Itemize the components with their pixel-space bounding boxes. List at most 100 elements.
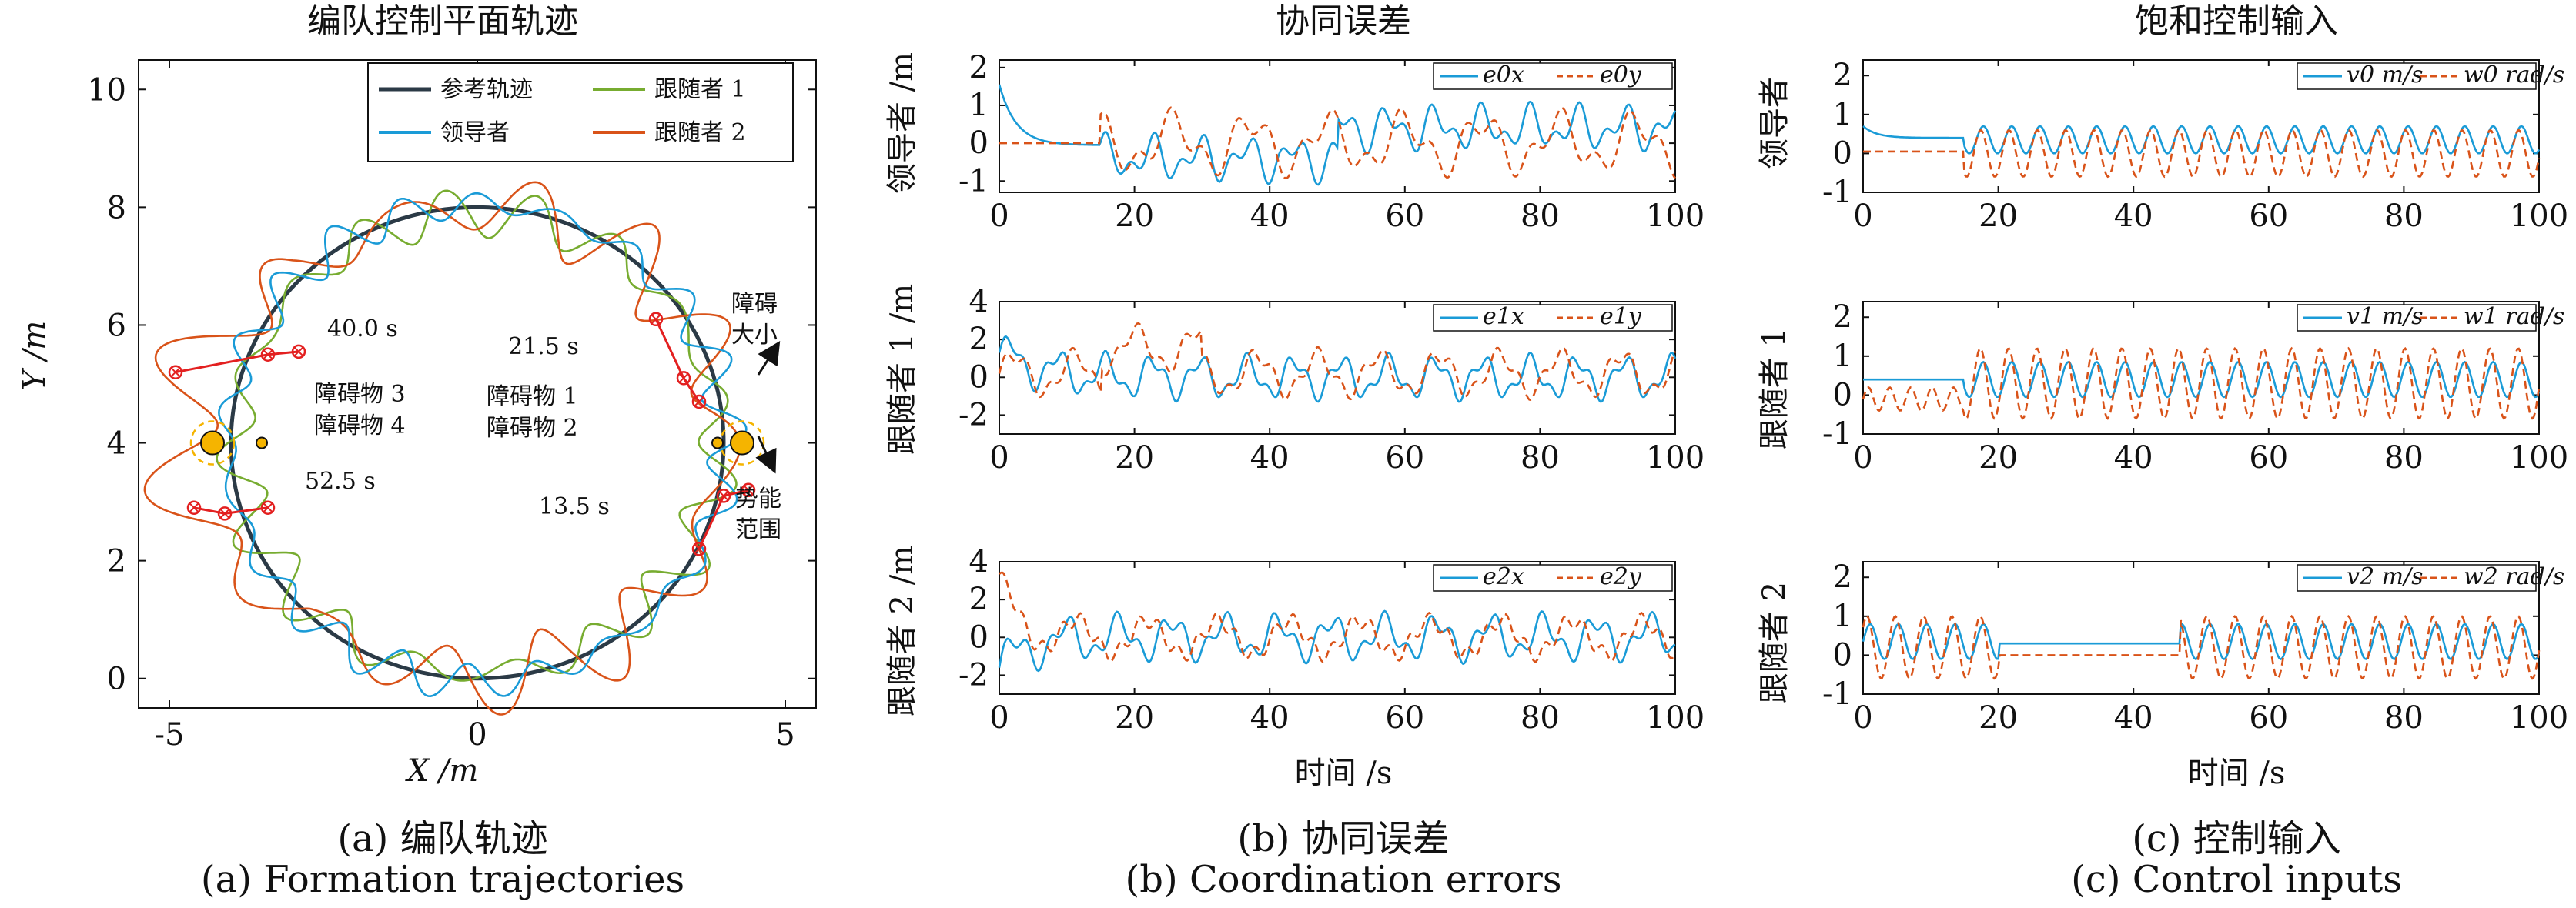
y-tick-label: -2	[958, 657, 989, 693]
x-tick-label: 60	[1385, 199, 1424, 234]
obstacle-marker	[711, 436, 724, 449]
y-tick-label: 4	[969, 284, 989, 319]
x-tick-label: 100	[2510, 700, 2568, 736]
chart-c-panel2-ylabel: 跟随者 1	[1757, 328, 1792, 449]
chart-a-title: 编队控制平面轨迹	[307, 2, 578, 41]
y-tick-label: 2	[1833, 559, 1852, 595]
robot-cross	[294, 347, 303, 356]
chart-b-panel2-ylabel: 跟随者 1 /m	[885, 284, 920, 455]
legend-label-1: v1 m/s	[2347, 303, 2424, 330]
series-line-2	[1862, 614, 2541, 680]
robot-position	[716, 489, 731, 503]
x-tick-label: 40	[1250, 440, 1290, 476]
axes-frame	[1862, 301, 2540, 435]
label-obstacle-size-2: 大小	[731, 322, 778, 349]
label-obstacle-2: 障碍物 2	[487, 415, 578, 442]
label-obstacle-size-1: 障碍	[731, 291, 778, 318]
x-tick-label: 100	[2510, 199, 2568, 234]
robot-position	[691, 542, 707, 556]
x-tick-label: 20	[1115, 199, 1154, 234]
series-line-2	[1862, 346, 2541, 420]
x-tick-label: 20	[1115, 700, 1154, 736]
x-tick-label: 40	[2114, 700, 2153, 736]
y-tick-label-a: 10	[87, 72, 126, 108]
axes-frame	[999, 301, 1676, 435]
axes-frame	[1862, 561, 2540, 695]
robot-cross	[189, 503, 199, 512]
label-obstacle-4: 障碍物 4	[314, 412, 406, 439]
legend-a: 参考轨迹 领导者 跟随者 1 跟随者 2	[367, 62, 794, 162]
x-tick-label: 80	[1521, 440, 1560, 476]
x-tick-label: 0	[1853, 700, 1872, 736]
y-tick-label: 2	[969, 582, 989, 617]
series-line-1	[1863, 360, 2541, 399]
legend-label-2: e0y	[1600, 62, 1642, 88]
caption-c-en: (c) Control inputs	[2071, 858, 2402, 901]
trajectory-plot: -5 0 5 0 2 4 6 8 10	[87, 59, 817, 753]
robot-position	[168, 365, 183, 379]
chart-b-panel1-ylabel: 领导者 /m	[885, 52, 920, 194]
robot-position	[291, 344, 306, 359]
x-tick-label: 40	[2114, 199, 2153, 234]
robot-position	[260, 500, 276, 515]
legend-label-1: e1x	[1483, 303, 1524, 330]
robot-position	[648, 312, 664, 327]
label-potential-2: 范围	[735, 516, 781, 543]
trajectory-follower1	[216, 189, 738, 682]
robot-cross	[744, 486, 753, 495]
y-tick-label-a: 8	[107, 190, 126, 225]
series-line-1	[998, 84, 1677, 186]
y-tick-label-a: 4	[107, 426, 126, 462]
legend-label-2: w0 rad/s	[2464, 62, 2564, 88]
y-tick-label: 0	[969, 125, 989, 161]
x-tick-label: 100	[1646, 199, 1705, 234]
x-tick-label: 80	[2384, 440, 2424, 476]
label-obstacle-3: 障碍物 3	[314, 381, 406, 408]
legend-label-2: w1 rad/s	[2464, 303, 2564, 330]
chart-a-ylabel: Y /m	[17, 321, 52, 391]
x-tick-label: 0	[989, 199, 1009, 234]
robot-cross	[694, 397, 704, 406]
legend-label-1: v0 m/s	[2347, 62, 2424, 88]
x-tick-label: 100	[1646, 440, 1705, 476]
legend-label-2: e1y	[1600, 303, 1642, 330]
legend-label-1: e0x	[1483, 62, 1524, 88]
series-line-1	[998, 335, 1677, 403]
x-tick-label: 80	[1521, 199, 1560, 234]
robot-cross	[263, 503, 273, 512]
chart-c-panel1-ylabel: 领导者	[1757, 77, 1792, 169]
axes-frame	[999, 561, 1676, 695]
legend-label-2: w2 rad/s	[2464, 563, 2564, 590]
label-time-13-5: 13.5 s	[539, 493, 610, 520]
obstacle-marker	[256, 436, 268, 449]
x-tick-label: 0	[989, 440, 1009, 476]
y-tick-label: 0	[969, 359, 989, 395]
x-tick-label: 80	[2384, 700, 2424, 736]
x-tick-label-a: -5	[155, 717, 185, 753]
legend-label-reference: 参考轨迹	[440, 76, 533, 103]
y-tick-label: 1	[1833, 339, 1852, 374]
y-tick-label: 2	[969, 322, 989, 357]
label-time-52-5: 52.5 s	[305, 468, 376, 495]
x-tick-label: 20	[1115, 440, 1154, 476]
x-tick-label: 40	[1250, 199, 1290, 234]
caption-b-cn: (b) 协同误差	[1237, 817, 1450, 860]
x-tick-label: 60	[1385, 440, 1424, 476]
robot-cross	[679, 373, 688, 383]
caption-b-en: (b) Coordination errors	[1125, 858, 1562, 901]
chart-c-title: 饱和控制输入	[2135, 2, 2338, 41]
x-tick-label: 60	[2249, 440, 2288, 476]
x-tick-label: 40	[2114, 440, 2153, 476]
obstacle-marker	[200, 430, 225, 456]
x-tick-label: 60	[1385, 700, 1424, 736]
label-potential-1: 势能	[735, 486, 781, 512]
x-tick-label: 20	[1979, 700, 2018, 736]
